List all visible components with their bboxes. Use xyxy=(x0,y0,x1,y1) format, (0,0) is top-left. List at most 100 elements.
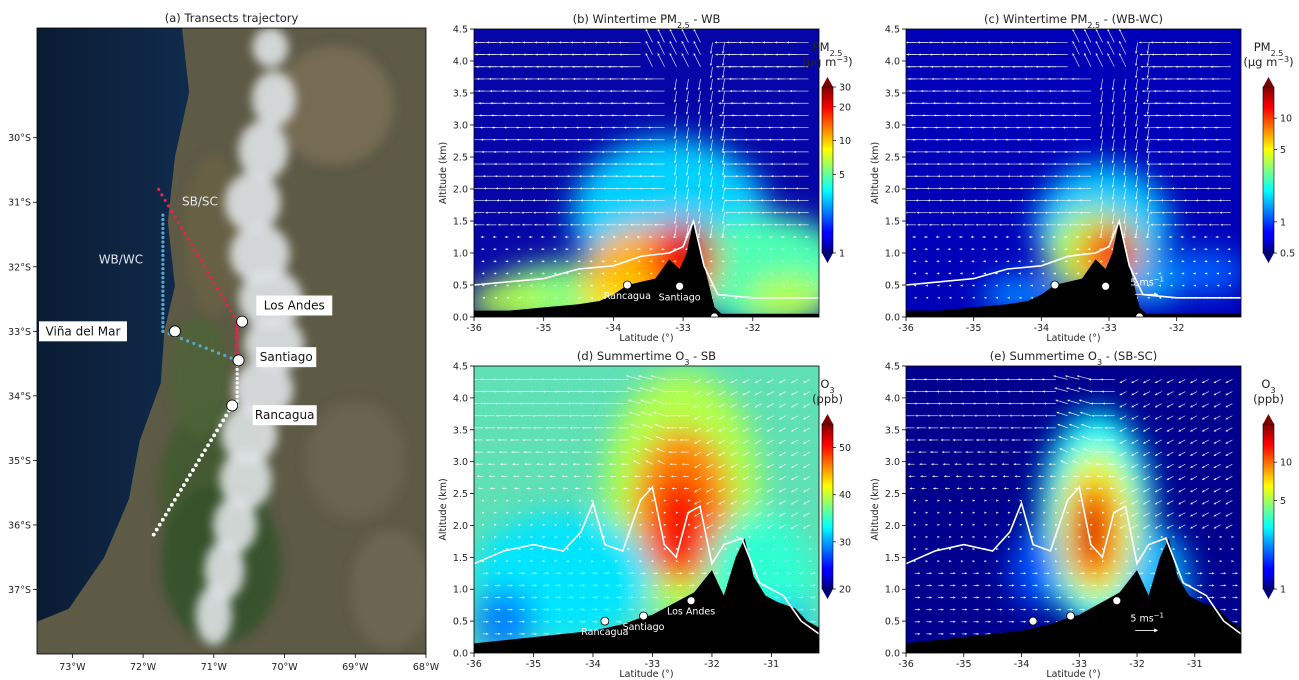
wind-arrow-head xyxy=(765,77,768,81)
wind-arrow-head xyxy=(742,429,746,432)
wind-arrow-head xyxy=(579,511,582,514)
wind-arrow-head xyxy=(517,150,520,154)
wind-arrow-head xyxy=(1182,284,1185,287)
wind-arrow xyxy=(1095,29,1103,43)
wind-arrow-head xyxy=(744,126,747,129)
wind-arrow-head xyxy=(913,162,916,166)
wind-arrow-head xyxy=(1135,112,1138,115)
route-wb-dot xyxy=(229,356,233,360)
route-sb-dot xyxy=(219,292,223,296)
wind-arrow-head xyxy=(1064,235,1067,239)
wind-arrow-head xyxy=(1200,596,1203,599)
wind-arrow-head xyxy=(786,223,789,226)
wind-arrow-head xyxy=(579,560,582,563)
wind-arrow-head xyxy=(1162,41,1165,44)
wind-arrow-head xyxy=(913,499,916,502)
route-sb-dot xyxy=(166,204,171,208)
wind-arrow-head xyxy=(721,272,725,275)
wind-arrow-head xyxy=(595,608,598,611)
wind-arrow-head xyxy=(1197,41,1200,44)
wind-arrow-head xyxy=(498,223,501,226)
wind-arrow-head xyxy=(964,632,968,636)
wind-arrow-head xyxy=(1145,138,1148,141)
wind-arrow-head xyxy=(917,620,921,623)
wind-arrow-head xyxy=(1165,89,1168,93)
wind-arrow-head xyxy=(984,296,987,299)
wind-arrow-head xyxy=(906,223,908,226)
wind-arrow-head xyxy=(981,126,984,129)
route-wb-dot xyxy=(161,298,165,302)
wind-arrow-head xyxy=(1070,572,1073,575)
wind-arrow-head xyxy=(1184,199,1187,202)
wind-arrow-head xyxy=(1200,89,1203,93)
wind-arrow-head xyxy=(721,150,724,154)
wind-arrow-head xyxy=(1012,596,1015,599)
route-wb-dot xyxy=(161,293,165,298)
wind-arrow xyxy=(681,40,689,55)
wind-arrow-head xyxy=(536,463,539,466)
wind-arrow-head xyxy=(949,523,952,526)
wind-arrow-head xyxy=(1009,211,1013,214)
wind-arrow-head xyxy=(1113,523,1116,526)
wind-arrow-head xyxy=(504,138,507,141)
wind-arrow-head xyxy=(498,596,501,599)
wind-arrow-head xyxy=(602,378,605,381)
wind-arrow-head xyxy=(528,138,531,141)
wind-arrow-head xyxy=(1043,523,1046,526)
wind-arrow-head xyxy=(764,572,767,575)
wind-arrow-head xyxy=(525,89,528,93)
wind-arrow-head xyxy=(482,296,485,299)
wind-arrow-head xyxy=(726,41,729,44)
route-sb-dot xyxy=(209,275,213,280)
city-marker xyxy=(675,281,685,291)
wind-arrow-head xyxy=(914,175,917,178)
wind-arrow-head xyxy=(508,199,511,202)
title-main: (e) Summertime O xyxy=(990,349,1097,363)
y-axis-label: Altitude (km) xyxy=(438,478,449,540)
wind-arrow-head xyxy=(1146,150,1149,154)
wind-arrow-head xyxy=(1013,463,1016,466)
wind-arrow-head xyxy=(663,511,666,514)
route-wb-dot xyxy=(161,235,165,240)
wind-arrow-head xyxy=(577,248,580,251)
wind-arrow-head xyxy=(1102,560,1105,563)
wind-arrow-head xyxy=(901,151,903,153)
route-label-wb: WB/WC xyxy=(99,253,143,267)
wind-arrow xyxy=(1083,53,1092,67)
wind-arrow-head xyxy=(664,402,667,405)
wind-arrow-head xyxy=(585,89,588,93)
wind-arrow-head xyxy=(1027,114,1030,117)
wind-arrow-head xyxy=(1190,465,1193,468)
wind-arrow-head xyxy=(577,272,581,275)
wind-arrow-head xyxy=(1032,199,1035,202)
wind-arrow-head xyxy=(480,235,483,239)
wind-arrow-head xyxy=(1113,535,1116,539)
wind-arrow-head xyxy=(999,41,1002,44)
wind-arrow-head xyxy=(1166,465,1170,468)
colorbar-units: (μg m−3) xyxy=(1243,55,1293,70)
route-wb-dot xyxy=(210,349,215,353)
wind-arrow-head xyxy=(1057,223,1060,226)
wind-arrow-head xyxy=(1119,502,1123,505)
wind-arrow-head xyxy=(709,87,713,91)
wind-arrow-head xyxy=(721,221,725,224)
wind-arrow-head xyxy=(803,453,806,456)
wind-arrow-head xyxy=(554,535,557,539)
wind-arrow-head xyxy=(1146,221,1149,224)
wind-arrow-head xyxy=(777,89,780,93)
wind-arrow-head xyxy=(1108,475,1111,478)
wind-arrow-head xyxy=(747,175,750,178)
wind-arrow-head xyxy=(680,584,683,587)
wind-arrow-head xyxy=(500,65,503,68)
wind-arrow-head xyxy=(785,547,788,551)
wind-arrow-head xyxy=(635,487,638,490)
wind-arrow-head xyxy=(1204,260,1207,263)
wind-arrow-head xyxy=(960,272,963,275)
wind-arrow-head xyxy=(788,65,791,68)
wind-arrow-head xyxy=(1087,248,1090,251)
wind-arrow-head xyxy=(742,393,746,396)
wind-arrow-head xyxy=(522,596,525,599)
wind-arrow-head xyxy=(730,526,734,529)
wind-arrow-head xyxy=(1014,102,1017,105)
wind-arrow-head xyxy=(474,450,478,454)
